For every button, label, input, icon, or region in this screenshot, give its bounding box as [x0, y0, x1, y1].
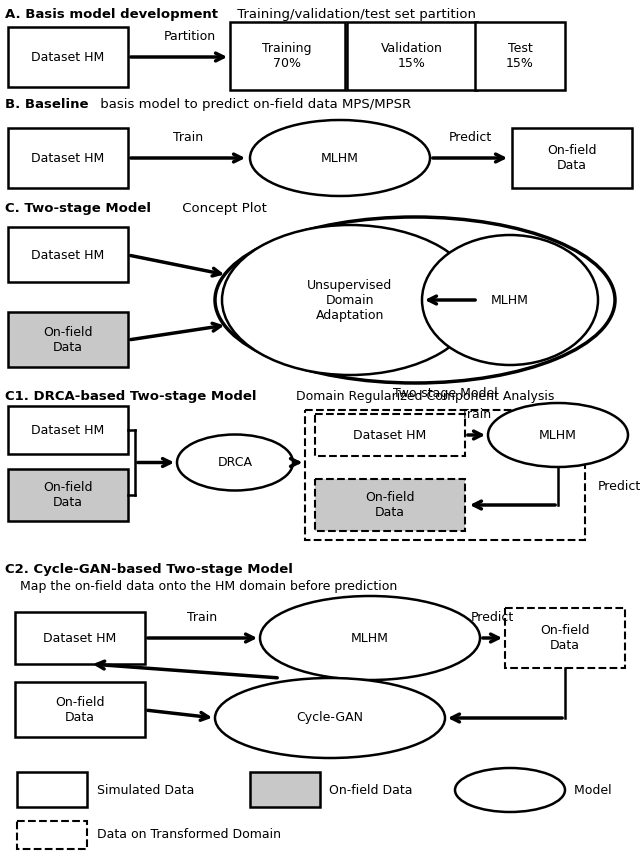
- Text: Data on Transformed Domain: Data on Transformed Domain: [93, 828, 281, 841]
- Text: Partition: Partition: [164, 30, 216, 43]
- Ellipse shape: [215, 217, 615, 383]
- Text: Train: Train: [173, 131, 203, 144]
- Text: Predict: Predict: [449, 131, 492, 144]
- Text: Dataset HM: Dataset HM: [31, 51, 104, 64]
- FancyBboxPatch shape: [230, 22, 344, 90]
- Ellipse shape: [177, 434, 293, 490]
- FancyBboxPatch shape: [17, 772, 87, 808]
- Text: Dataset HM: Dataset HM: [31, 249, 104, 261]
- Text: basis model to predict on-field data MPS/MPSR: basis model to predict on-field data MPS…: [96, 98, 411, 111]
- Text: Model: Model: [570, 784, 612, 797]
- Text: Simulated Data: Simulated Data: [93, 784, 195, 797]
- Text: DRCA: DRCA: [218, 456, 253, 469]
- FancyBboxPatch shape: [8, 128, 128, 188]
- Text: Dataset HM: Dataset HM: [31, 152, 104, 165]
- Text: MLHM: MLHM: [321, 152, 359, 165]
- FancyBboxPatch shape: [512, 128, 632, 188]
- Text: Training
70%: Training 70%: [262, 42, 312, 70]
- Text: On-field
Data: On-field Data: [365, 491, 415, 519]
- FancyBboxPatch shape: [8, 312, 128, 368]
- Text: On-field
Data: On-field Data: [44, 481, 93, 509]
- FancyBboxPatch shape: [8, 27, 128, 87]
- Text: Predict: Predict: [471, 611, 514, 624]
- Text: Domain Regularized Component Analysis: Domain Regularized Component Analysis: [292, 390, 554, 403]
- Text: Training/validation/test set partition: Training/validation/test set partition: [233, 8, 476, 21]
- Ellipse shape: [488, 403, 628, 467]
- Text: Dataset HM: Dataset HM: [353, 429, 427, 442]
- FancyBboxPatch shape: [347, 22, 477, 90]
- Text: Unsupervised
Domain
Adaptation: Unsupervised Domain Adaptation: [307, 279, 392, 322]
- FancyBboxPatch shape: [8, 228, 128, 282]
- Text: Two-stage Model: Two-stage Model: [392, 387, 497, 400]
- Ellipse shape: [215, 678, 445, 758]
- Text: On-field
Data: On-field Data: [547, 144, 596, 172]
- FancyBboxPatch shape: [8, 406, 128, 454]
- Text: C2. Cycle-GAN-based Two-stage Model: C2. Cycle-GAN-based Two-stage Model: [5, 563, 293, 576]
- FancyBboxPatch shape: [505, 608, 625, 668]
- Text: Test
15%: Test 15%: [506, 42, 534, 70]
- Text: Cycle-GAN: Cycle-GAN: [296, 711, 364, 725]
- Text: Train: Train: [188, 611, 218, 624]
- Ellipse shape: [222, 225, 478, 375]
- Text: On-field
Data: On-field Data: [55, 696, 105, 724]
- Ellipse shape: [455, 768, 565, 812]
- FancyBboxPatch shape: [17, 821, 87, 849]
- Text: A. Basis model development: A. Basis model development: [5, 8, 218, 21]
- FancyBboxPatch shape: [315, 414, 465, 456]
- Text: Predict: Predict: [598, 480, 640, 493]
- FancyBboxPatch shape: [250, 772, 320, 808]
- Text: Dataset HM: Dataset HM: [44, 632, 116, 645]
- FancyBboxPatch shape: [475, 22, 565, 90]
- Ellipse shape: [422, 235, 598, 365]
- Text: Validation
15%: Validation 15%: [381, 42, 443, 70]
- Text: MLHM: MLHM: [351, 632, 389, 645]
- Ellipse shape: [250, 120, 430, 196]
- Text: Concept Plot: Concept Plot: [178, 202, 267, 215]
- FancyBboxPatch shape: [315, 479, 465, 531]
- Text: MLHM: MLHM: [491, 293, 529, 306]
- FancyBboxPatch shape: [8, 469, 128, 521]
- FancyBboxPatch shape: [15, 612, 145, 664]
- Ellipse shape: [260, 596, 480, 680]
- Text: On-field
Data: On-field Data: [540, 624, 589, 652]
- Text: Map the on-field data onto the HM domain before prediction: Map the on-field data onto the HM domain…: [20, 580, 397, 593]
- Text: B. Baseline: B. Baseline: [5, 98, 88, 111]
- Text: C. Two-stage Model: C. Two-stage Model: [5, 202, 151, 215]
- FancyBboxPatch shape: [15, 683, 145, 738]
- Text: On-field
Data: On-field Data: [44, 326, 93, 354]
- Text: MLHM: MLHM: [539, 429, 577, 442]
- Text: On-field Data: On-field Data: [325, 784, 413, 797]
- Text: Dataset HM: Dataset HM: [31, 424, 104, 437]
- Text: C1. DRCA-based Two-stage Model: C1. DRCA-based Two-stage Model: [5, 390, 257, 403]
- FancyBboxPatch shape: [305, 410, 585, 540]
- Text: Train: Train: [461, 408, 492, 421]
